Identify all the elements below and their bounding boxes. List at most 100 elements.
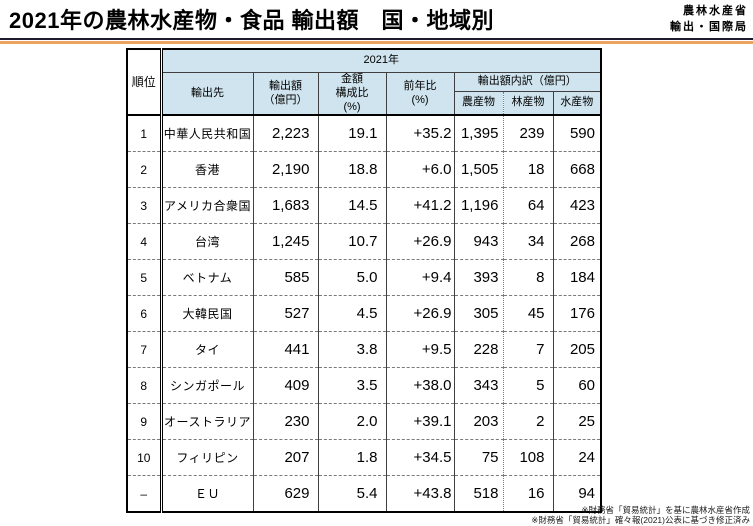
fish-cell: 60 <box>552 367 601 404</box>
footnote-line-2: ※財務省「貿易統計」確々報(2021)公表に基づき修正済み <box>531 515 750 526</box>
table-row: – ＥＵ 629 5.4 +43.8 518 16 94 <box>126 475 601 513</box>
share-cell: 1.8 <box>317 439 386 476</box>
fish-header: 水産物 <box>552 91 601 116</box>
destination-cell: ＥＵ <box>160 475 253 513</box>
destination-cell: 台湾 <box>160 223 253 260</box>
table-row: 7 タイ 441 3.8 +9.5 228 7 205 <box>126 331 601 368</box>
footnote-line-1: ※財務省「貿易統計」を基に農林水産省作成 <box>581 505 750 515</box>
rank-cell: 5 <box>126 259 163 296</box>
export-value-cell: 409 <box>252 367 318 404</box>
agency-block: 農林水産省 輸出・国際局 <box>670 4 748 36</box>
export-value-cell: 1,683 <box>252 187 318 224</box>
agri-cell: 343 <box>453 367 503 404</box>
export-value-header: 輸出額 （億円） <box>252 72 318 116</box>
export-value-cell: 2,190 <box>252 151 318 188</box>
yoy-cell: +38.0 <box>385 367 454 404</box>
agri-cell: 305 <box>453 295 503 332</box>
destination-cell: シンガポール <box>160 367 253 404</box>
yoy-header: 前年比 (%) <box>385 72 454 116</box>
forest-cell: 2 <box>502 403 553 440</box>
share-cell: 3.8 <box>317 331 386 368</box>
rank-cell: 7 <box>126 331 163 368</box>
agri-cell: 228 <box>453 331 503 368</box>
export-table: 順位 2021年 輸出先 輸出額 （億円） 金額 構成比 (%) 前年比 (%)… <box>126 48 602 514</box>
agri-cell: 518 <box>453 475 503 513</box>
yoy-cell: +39.1 <box>385 403 454 440</box>
share-cell: 4.5 <box>317 295 386 332</box>
share-cell: 5.0 <box>317 259 386 296</box>
rank-cell: – <box>126 475 163 513</box>
fish-cell: 184 <box>552 259 601 296</box>
rank-cell: 1 <box>126 114 163 152</box>
share-cell: 5.4 <box>317 475 386 513</box>
fish-cell: 25 <box>552 403 601 440</box>
fish-cell: 24 <box>552 439 601 476</box>
yoy-cell: +41.2 <box>385 187 454 224</box>
yoy-cell: +26.9 <box>385 223 454 260</box>
rank-cell: 10 <box>126 439 163 476</box>
table-row: 1 中華人民共和国 2,223 19.1 +35.2 1,395 239 590 <box>126 114 601 152</box>
agri-header: 農産物 <box>453 91 503 116</box>
destination-cell: フィリピン <box>160 439 253 476</box>
forest-cell: 7 <box>502 331 553 368</box>
fish-cell: 176 <box>552 295 601 332</box>
forest-cell: 239 <box>502 114 553 152</box>
yoy-cell: +9.5 <box>385 331 454 368</box>
export-value-cell: 230 <box>252 403 318 440</box>
agency-name: 農林水産省 <box>683 5 748 17</box>
fish-cell: 668 <box>552 151 601 188</box>
destination-header: 輸出先 <box>160 72 253 116</box>
yoy-cell: +43.8 <box>385 475 454 513</box>
yoy-cell: +9.4 <box>385 259 454 296</box>
share-cell: 19.1 <box>317 114 386 152</box>
destination-cell: アメリカ合衆国 <box>160 187 253 224</box>
agri-cell: 1,395 <box>453 114 503 152</box>
forest-cell: 8 <box>502 259 553 296</box>
export-value-cell: 527 <box>252 295 318 332</box>
yoy-cell: +35.2 <box>385 114 454 152</box>
table-row: 10 フィリピン 207 1.8 +34.5 75 108 24 <box>126 439 601 476</box>
share-cell: 10.7 <box>317 223 386 260</box>
forest-cell: 45 <box>502 295 553 332</box>
yoy-cell: +6.0 <box>385 151 454 188</box>
destination-cell: 大韓民国 <box>160 295 253 332</box>
forest-cell: 5 <box>502 367 553 404</box>
destination-cell: 香港 <box>160 151 253 188</box>
forest-cell: 34 <box>502 223 553 260</box>
fish-cell: 205 <box>552 331 601 368</box>
agri-cell: 1,505 <box>453 151 503 188</box>
table-row: 3 アメリカ合衆国 1,683 14.5 +41.2 1,196 64 423 <box>126 187 601 224</box>
rank-cell: 9 <box>126 403 163 440</box>
destination-cell: タイ <box>160 331 253 368</box>
agency-bureau: 輸出・国際局 <box>670 20 748 33</box>
agri-cell: 393 <box>453 259 503 296</box>
rank-header: 順位 <box>126 49 163 116</box>
export-value-cell: 629 <box>252 475 318 513</box>
export-value-cell: 2,223 <box>252 114 318 152</box>
fish-cell: 94 <box>552 475 601 513</box>
breakdown-header: 輸出額内訳（億円） <box>453 72 601 92</box>
share-cell: 14.5 <box>317 187 386 224</box>
fish-cell: 590 <box>552 114 601 152</box>
rank-cell: 2 <box>126 151 163 188</box>
share-cell: 3.5 <box>317 367 386 404</box>
table-row: 5 ベトナム 585 5.0 +9.4 393 8 184 <box>126 259 601 296</box>
table-row: 6 大韓民国 527 4.5 +26.9 305 45 176 <box>126 295 601 332</box>
forest-cell: 18 <box>502 151 553 188</box>
forest-cell: 16 <box>502 475 553 513</box>
destination-cell: ベトナム <box>160 259 253 296</box>
title-rule-orange <box>0 41 753 44</box>
fish-cell: 268 <box>552 223 601 260</box>
agri-cell: 203 <box>453 403 503 440</box>
share-header: 金額 構成比 (%) <box>317 72 386 116</box>
agri-cell: 1,196 <box>453 187 503 224</box>
export-value-cell: 207 <box>252 439 318 476</box>
rank-cell: 3 <box>126 187 163 224</box>
title-rule-dark <box>0 38 753 40</box>
share-cell: 18.8 <box>317 151 386 188</box>
agri-cell: 75 <box>453 439 503 476</box>
export-value-cell: 1,245 <box>252 223 318 260</box>
table-row: 4 台湾 1,245 10.7 +26.9 943 34 268 <box>126 223 601 260</box>
page-title: 2021年の農林水産物・食品 輸出額 国・地域別 <box>9 8 495 33</box>
year-header-cell: 2021年 <box>160 49 601 73</box>
